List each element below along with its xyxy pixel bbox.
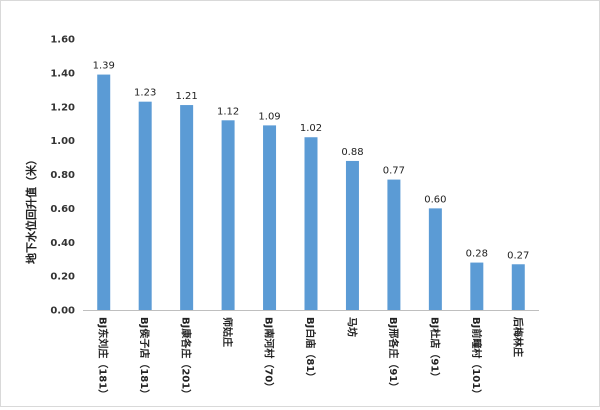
category-label: BJ南河村（70） xyxy=(263,317,276,392)
data-label: 0.27 xyxy=(507,250,529,261)
bars xyxy=(97,74,525,311)
y-tick-label: 1.40 xyxy=(50,68,75,79)
category-label: BJ侯子店（181） xyxy=(138,317,151,399)
category-labels: BJ东刘庄（181） BJ侯子店（181） BJ康各庄（201） 师姑庄 BJ南河村（7… xyxy=(97,317,525,399)
data-labels: 1.39 1.23 1.21 1.12 1.09 1.02 0.88 0.77 0.60 0.28… xyxy=(93,61,530,262)
bar xyxy=(345,160,359,310)
y-tick-label: 0.40 xyxy=(50,238,75,249)
y-tick-label: 1.00 xyxy=(50,136,75,147)
category-label: BJ白庙（81） xyxy=(304,317,317,382)
category-label: 师姑庄 xyxy=(221,317,234,347)
y-tick-label: 0.20 xyxy=(50,272,75,283)
data-label: 1.21 xyxy=(176,91,198,102)
y-axis-label: 地下水位回升值（米） xyxy=(24,154,38,264)
category-label: BJ邢各庄（91） xyxy=(387,317,400,392)
y-tick-label: 1.20 xyxy=(50,102,75,113)
bar xyxy=(387,179,401,310)
y-tick-label: 0.80 xyxy=(50,170,75,181)
data-label: 0.77 xyxy=(383,166,405,177)
data-label: 1.02 xyxy=(300,123,322,134)
y-tick-label: 1.60 xyxy=(50,35,75,46)
category-label: BJ东刘庄（181） xyxy=(97,317,110,399)
bar xyxy=(180,105,194,311)
bar xyxy=(97,74,111,310)
bar xyxy=(470,262,484,310)
data-label: 0.28 xyxy=(466,249,488,260)
bar xyxy=(428,208,442,310)
category-label: BJ前疃村（101） xyxy=(470,317,483,399)
data-label: 1.12 xyxy=(217,106,239,117)
category-label: 后梅林庄 xyxy=(511,317,524,357)
y-tick-label: 0.60 xyxy=(50,204,75,215)
bar xyxy=(511,264,525,310)
y-tick-label: 0.00 xyxy=(50,306,75,317)
data-label: 1.39 xyxy=(93,61,115,72)
data-label: 1.09 xyxy=(258,111,280,122)
category-label: BJ康各庄（201） xyxy=(180,317,193,399)
category-label: 马坊 xyxy=(345,317,358,337)
bar xyxy=(304,137,318,310)
data-label: 1.23 xyxy=(134,88,156,99)
bar xyxy=(221,120,235,310)
category-label: BJ杜店（91） xyxy=(428,317,441,382)
bar xyxy=(138,101,152,310)
data-label: 0.60 xyxy=(424,194,446,205)
data-label: 0.88 xyxy=(341,147,363,158)
y-axis-ticks: 0.00 0.20 0.40 0.60 0.80 1.00 1.20 1.40 1.60 xyxy=(50,35,75,317)
bar xyxy=(263,125,277,310)
